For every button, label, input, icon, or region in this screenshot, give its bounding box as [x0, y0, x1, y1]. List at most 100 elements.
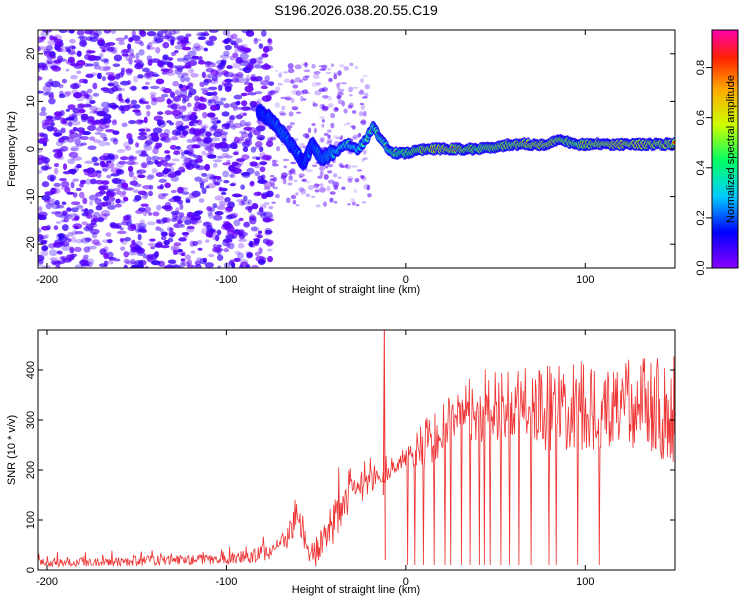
heatmap-cell — [233, 94, 243, 100]
heatmap-cell — [152, 147, 159, 155]
heatmap-cell — [100, 209, 111, 217]
heatmap-cell — [156, 156, 165, 160]
heatmap-cell — [164, 33, 172, 39]
heatmap-cell — [105, 71, 115, 76]
heatmap-cell — [91, 120, 97, 126]
heatmap-cell — [101, 201, 109, 207]
heatmap-cell — [181, 162, 189, 167]
heatmap-cell — [231, 193, 242, 198]
heatmap-cell — [275, 145, 281, 152]
heatmap-cell — [223, 220, 230, 225]
heatmap-cell — [74, 138, 81, 145]
heatmap-cell — [75, 164, 82, 169]
heatmap-cell — [235, 56, 243, 64]
heatmap-cell — [199, 96, 205, 102]
heatmap-cell — [349, 124, 355, 129]
heatmap-cell — [213, 159, 222, 163]
heatmap-cell — [363, 183, 371, 190]
heatmap-cell — [258, 175, 264, 180]
heatmap-cell — [169, 91, 176, 98]
heatmap-cell — [220, 97, 227, 102]
heatmap-cell — [283, 78, 291, 84]
heatmap-cell — [71, 112, 78, 118]
heatmap-cell — [102, 168, 108, 172]
heatmap-cell — [101, 48, 107, 53]
heatmap-cell — [80, 208, 88, 212]
heatmap-cell — [346, 122, 351, 125]
heatmap-cell — [225, 242, 231, 248]
heatmap-cell — [361, 201, 367, 204]
heatmap-cell — [363, 157, 369, 161]
heatmap-cell — [128, 154, 134, 162]
heatmap-cell — [128, 119, 137, 125]
heatmap-cell — [70, 74, 78, 80]
heatmap-cell — [115, 37, 126, 42]
heatmap-cell — [230, 212, 239, 218]
heatmap-cell — [121, 53, 129, 57]
heatmap-cell — [199, 81, 205, 88]
heatmap-cell — [38, 206, 43, 212]
heatmap-cell — [267, 38, 272, 44]
heatmap-cell — [150, 94, 156, 101]
heatmap-cell — [245, 264, 251, 268]
heatmap-cell — [72, 223, 83, 230]
heatmap-cell — [192, 240, 199, 247]
heatmap-cell — [53, 182, 61, 188]
heatmap-cell — [227, 242, 235, 250]
heatmap-cell — [250, 73, 257, 81]
heatmap-cell — [129, 48, 134, 56]
heatmap-cell — [98, 66, 109, 71]
heatmap-cell — [293, 179, 298, 182]
heatmap-cell — [113, 54, 123, 62]
heatmap-cell — [222, 222, 233, 230]
heatmap-cell — [259, 166, 266, 173]
heatmap-cell — [186, 226, 195, 233]
heatmap-cell — [134, 63, 144, 70]
heatmap-cell — [88, 209, 94, 214]
heatmap-cell — [160, 137, 167, 141]
heatmap-cell — [245, 121, 252, 127]
heatmap-cell — [290, 161, 297, 165]
heatmap-cell — [93, 61, 100, 67]
heatmap-cell — [329, 191, 336, 195]
heatmap-cell — [120, 156, 129, 161]
heatmap-cell — [70, 63, 80, 67]
heatmap-cell — [158, 178, 167, 183]
snr-panel: -200 -100 0 100 0 100 200 300 400 Height of str… — [6, 329, 676, 596]
heatmap-cell — [107, 82, 115, 87]
heatmap-cell — [197, 36, 207, 40]
heatmap-cell — [339, 165, 346, 168]
heatmap-cell — [107, 153, 115, 160]
heatmap-cell — [305, 193, 311, 197]
heatmap-cell — [49, 257, 58, 261]
heatmap-cell — [97, 37, 105, 44]
heatmap-cell — [193, 132, 201, 140]
heatmap-cell — [42, 160, 49, 165]
heatmap-cell — [245, 74, 251, 82]
heatmap-cell — [239, 229, 244, 237]
heatmap-cell — [41, 194, 51, 201]
heatmap-cell — [163, 163, 173, 167]
heatmap-cell — [281, 172, 288, 178]
heatmap-cell — [71, 236, 76, 243]
heatmap-cell — [134, 39, 143, 45]
heatmap-cell — [357, 132, 362, 137]
heatmap-cell — [52, 36, 58, 41]
heatmap-cell — [233, 136, 240, 144]
heatmap-cell — [174, 68, 183, 75]
heatmap-cell — [250, 146, 257, 153]
heatmap-cell — [134, 111, 142, 117]
heatmap-cell — [220, 191, 227, 196]
heatmap-cell — [106, 174, 112, 179]
heatmap-cell — [233, 257, 241, 262]
heatmap-cell — [134, 241, 143, 247]
heatmap-cell — [82, 130, 91, 136]
heatmap-cell — [225, 120, 231, 126]
heatmap-cell — [71, 217, 79, 222]
heatmap-cell — [155, 96, 166, 103]
heatmap-cell — [319, 170, 324, 177]
heatmap-cell — [106, 66, 112, 70]
heatmap-cell — [173, 65, 178, 69]
heatmap-cell — [89, 200, 94, 206]
heatmap-cell — [341, 186, 346, 191]
